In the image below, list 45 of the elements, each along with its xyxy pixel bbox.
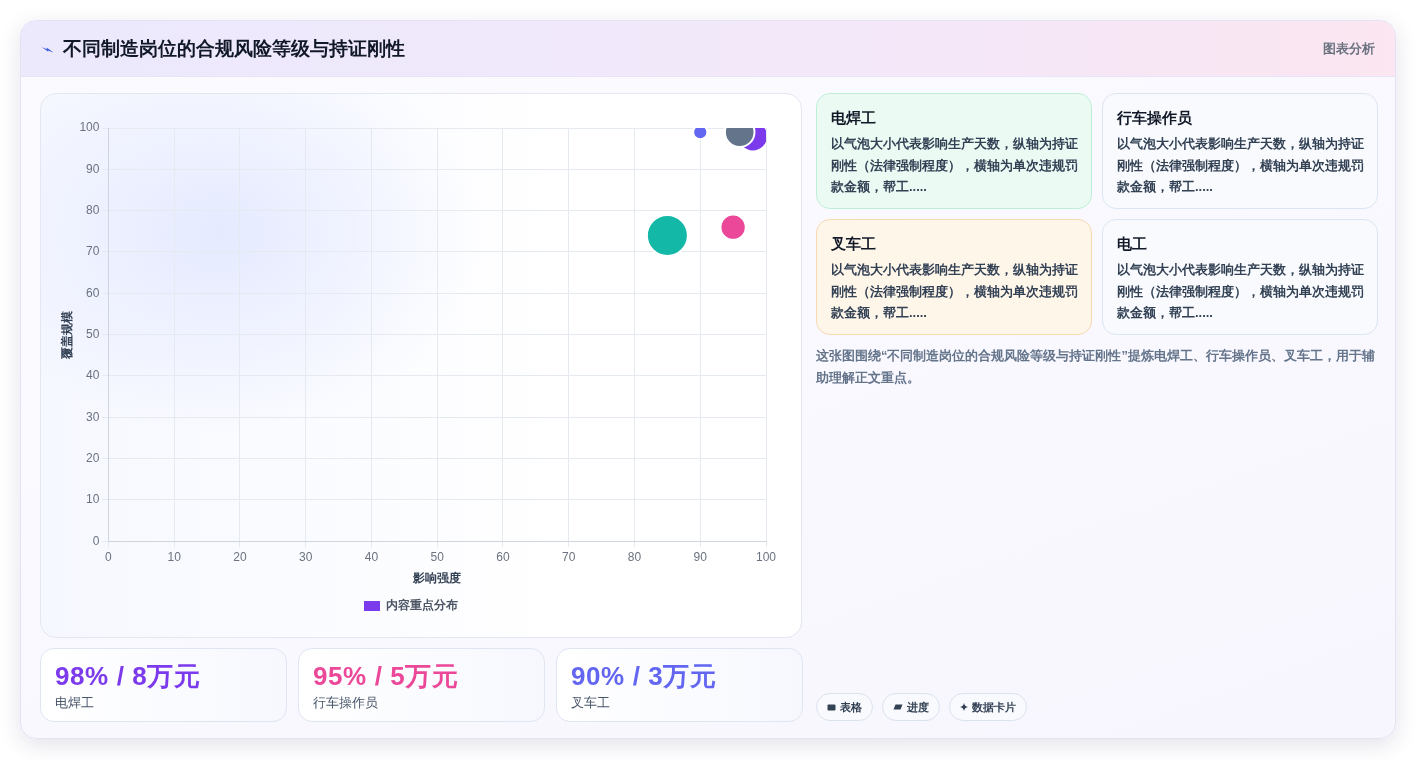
x-tick-label: 50 [430, 549, 445, 564]
text: 图表分析 [1323, 40, 1375, 58]
y-tick-label: 60 [86, 285, 100, 300]
text: 电工 [1117, 234, 1148, 254]
y-axis-title: 覆盖规模 [59, 310, 74, 360]
legend-label: 内容重点分布 [386, 598, 458, 613]
text: 98% / 8万元 [55, 661, 202, 691]
y-tick-label: 10 [86, 492, 100, 507]
text: 以气泡大小代表影响生产天数，纵轴为持证刚性（法律强制程度），横轴为单次违规罚款金额，帮工..... [831, 135, 1079, 196]
text: 95% / 5万元 [313, 661, 460, 691]
text: 行车操作员 [1117, 108, 1193, 128]
text: 电焊工 [55, 694, 95, 712]
y-tick-label: 0 [92, 533, 100, 548]
chart-title: 不同制造岗位的合规风险等级与持证刚性 [63, 37, 405, 61]
text: 电焊工 [831, 108, 877, 128]
x-tick-label: 80 [627, 549, 642, 564]
y-tick-label: 80 [86, 202, 100, 217]
text: 表格 [840, 699, 862, 715]
text: 数据卡片 [972, 699, 1016, 715]
x-tick-label: 0 [105, 549, 113, 564]
text: 以气泡大小代表影响生产天数，纵轴为持证刚性（法律强制程度），横轴为单次违规罚款金额，帮工..... [1117, 135, 1365, 196]
y-tick-label: 90 [86, 161, 100, 176]
text: 行车操作员 [313, 694, 379, 712]
text: 叉车工 [571, 694, 611, 712]
x-tick-label: 70 [562, 549, 576, 564]
y-tick-label: 50 [86, 326, 100, 341]
x-tick-label: 60 [496, 549, 510, 564]
text: 这张图围绕“不同制造岗位的合规风险等级与持证刚性”提炼电焊工、行车操作员、叉车工，用于辅助理解正文重点。 [816, 347, 1376, 387]
x-tick-label: 40 [364, 549, 379, 564]
text: 以气泡大小代表影响生产天数，纵轴为持证刚性（法律强制程度），横轴为单次违规罚款金额，帮工..... [831, 261, 1079, 322]
text: 叉车工 [831, 234, 877, 254]
y-tick-label: 20 [86, 450, 100, 465]
x-tick-label: 100 [755, 549, 777, 564]
x-tick-label: 20 [233, 549, 247, 564]
text: 进度 [907, 699, 929, 715]
x-axis-title: 影响强度 [412, 571, 462, 586]
text: 以气泡大小代表影响生产天数，纵轴为持证刚性（法律强制程度），横轴为单次违规罚款金额，帮工..... [1117, 261, 1365, 322]
y-tick-label: 30 [86, 409, 100, 424]
text: 90% / 3万元 [571, 661, 718, 691]
y-tick-label: 100 [79, 120, 100, 135]
x-tick-label: 10 [167, 549, 182, 564]
y-tick-label: 40 [86, 368, 100, 383]
y-tick-label: 70 [86, 244, 100, 259]
x-tick-label: 90 [693, 549, 708, 564]
x-tick-label: 30 [299, 549, 313, 564]
